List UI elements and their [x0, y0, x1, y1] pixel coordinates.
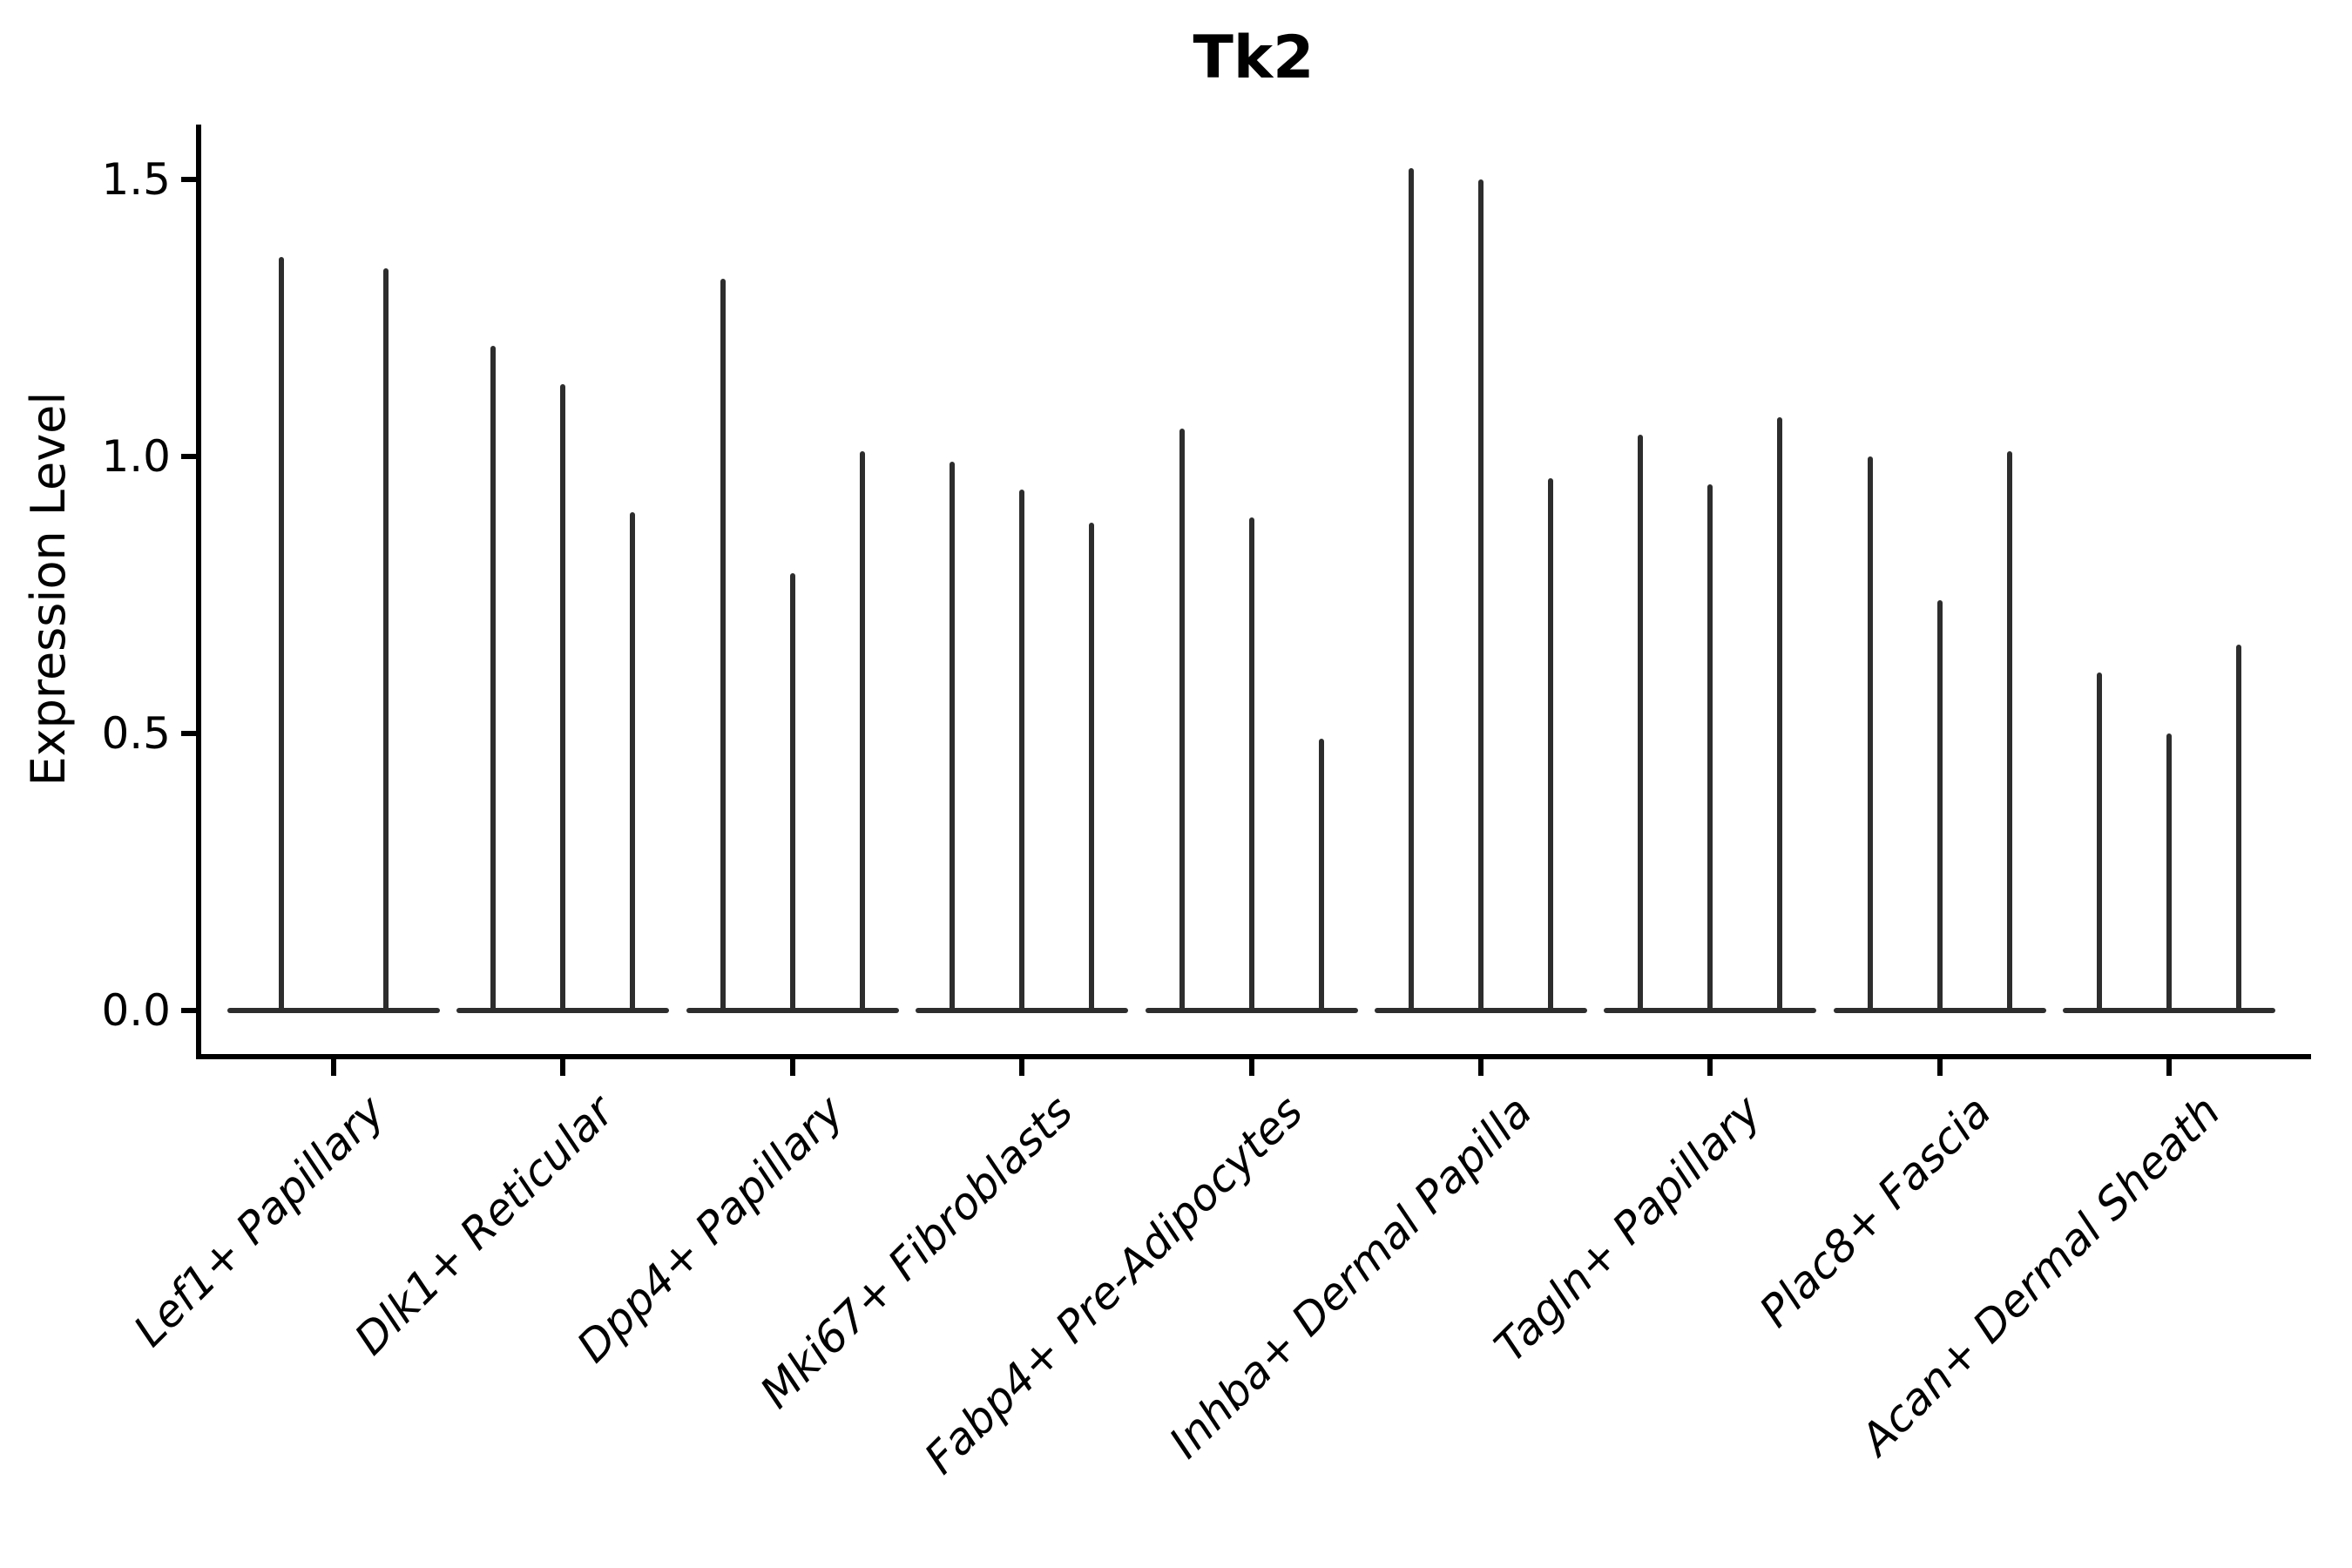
- violin-spike: [560, 384, 566, 1010]
- violin-base: [916, 1008, 1129, 1013]
- violin-spike: [789, 572, 795, 1010]
- violin-spike: [1478, 179, 1484, 1010]
- violin-base: [456, 1008, 670, 1013]
- violin-spike: [1707, 483, 1713, 1010]
- violin-spike: [1248, 517, 1254, 1010]
- violin-spike: [1548, 478, 1553, 1010]
- x-tick-label: Dlk1+ Reticular: [345, 1085, 625, 1365]
- x-tick-mark: [1248, 1059, 1254, 1076]
- x-tick-label: Tagln+ Papillary: [1484, 1085, 1772, 1372]
- y-tick-mark: [181, 177, 196, 182]
- x-tick-label: Fabp4+ Pre-Adipocytes: [914, 1085, 1313, 1484]
- violin-spike: [950, 462, 956, 1010]
- x-tick-mark: [331, 1059, 336, 1076]
- x-tick-mark: [2166, 1059, 2173, 1076]
- violin-spike: [2006, 450, 2012, 1010]
- violin-spike: [1089, 523, 1095, 1010]
- violin-spike: [490, 345, 497, 1010]
- y-axis-label: Expression Level: [21, 391, 76, 787]
- x-tick-mark: [789, 1059, 795, 1076]
- x-tick-label: Acan+ Dermal Sheath: [1851, 1085, 2230, 1465]
- violin-spike: [720, 279, 726, 1010]
- x-tick-mark: [1478, 1059, 1484, 1076]
- violin-spike: [1777, 417, 1783, 1010]
- x-axis-line: [196, 1054, 2311, 1059]
- violin-spike: [1936, 600, 1943, 1010]
- violin-spike: [279, 257, 284, 1010]
- x-tick-mark: [560, 1059, 566, 1076]
- violin-spike: [1019, 490, 1025, 1010]
- y-tick-mark: [181, 731, 196, 736]
- y-tick-label: 0.0: [101, 985, 171, 1036]
- x-tick-label: Inhba+ Dermal Papilla: [1159, 1085, 1542, 1469]
- violin-spike: [1179, 429, 1185, 1010]
- violin-base: [1604, 1008, 1817, 1013]
- violin-spike: [859, 450, 865, 1010]
- violin-base: [227, 1008, 440, 1013]
- x-tick-label: Mki67+ Fibroblasts: [750, 1085, 1083, 1418]
- x-tick-label: Dpp4+ Papillary: [567, 1085, 854, 1373]
- chart-title: Tk2: [1193, 24, 1315, 92]
- y-tick-mark: [181, 1008, 196, 1013]
- y-tick-mark: [181, 454, 196, 459]
- x-tick-mark: [1707, 1059, 1713, 1076]
- violin-spike: [630, 511, 636, 1010]
- violin-spike: [2236, 645, 2242, 1010]
- y-axis-line: [196, 125, 201, 1059]
- violin-spike: [1318, 739, 1324, 1010]
- violin-spike: [2166, 733, 2173, 1010]
- violin-spike: [383, 267, 389, 1010]
- x-tick-label: Plac8+ Fascia: [1749, 1085, 2001, 1337]
- x-tick-mark: [1936, 1059, 1943, 1076]
- violin-base: [2063, 1008, 2276, 1013]
- violin-spike: [2097, 672, 2103, 1010]
- violin-base: [1833, 1008, 2046, 1013]
- violin-spike: [1867, 456, 1873, 1010]
- violin-base: [1145, 1008, 1358, 1013]
- y-tick-label: 0.5: [101, 708, 171, 759]
- violin-base: [686, 1008, 899, 1013]
- violin-spike: [1638, 434, 1644, 1010]
- y-tick-label: 1.0: [101, 431, 171, 482]
- violin-base: [1375, 1008, 1587, 1013]
- y-tick-label: 1.5: [101, 154, 171, 205]
- x-tick-mark: [1019, 1059, 1025, 1076]
- violin-spike: [1409, 168, 1414, 1010]
